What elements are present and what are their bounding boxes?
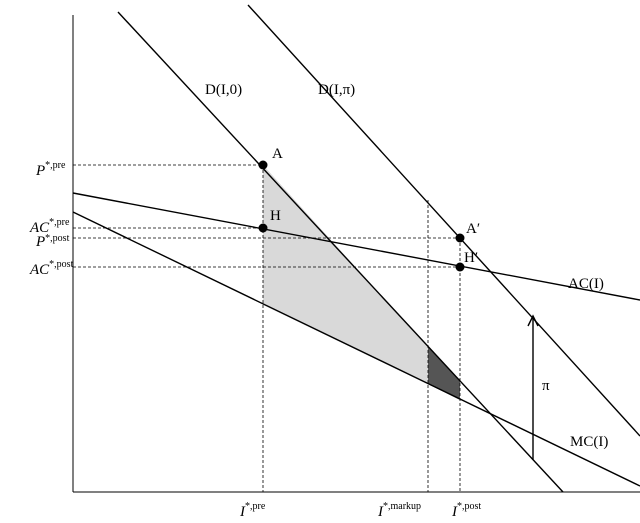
- point-label: H: [270, 208, 281, 224]
- y-label: AC*,post: [29, 259, 74, 278]
- x-label: I*,post: [451, 501, 481, 520]
- light-area: [263, 165, 428, 384]
- arrow: [527, 314, 539, 460]
- y-label: P*,post: [35, 233, 70, 250]
- point-label: A′: [466, 221, 480, 237]
- shift-label: π: [542, 378, 550, 394]
- y-label: P*,pre: [35, 160, 66, 179]
- curve-label: D(I,0): [205, 82, 242, 98]
- demand-pre-line: [117, 11, 564, 493]
- demand-post-line: [247, 4, 640, 437]
- curve-label: AC(I): [568, 276, 604, 292]
- points: [258, 160, 465, 272]
- y-label: AC*,pre: [29, 217, 70, 236]
- x-label: I*,pre: [239, 501, 266, 520]
- curve-label: D(I,π): [318, 82, 355, 98]
- curve-label: MC(I): [570, 434, 608, 450]
- mc-line: [72, 211, 640, 487]
- ac-line: [72, 192, 640, 301]
- point-label: A: [272, 146, 283, 162]
- x-label: I*,markup: [377, 501, 421, 520]
- point-label: H′: [464, 250, 478, 266]
